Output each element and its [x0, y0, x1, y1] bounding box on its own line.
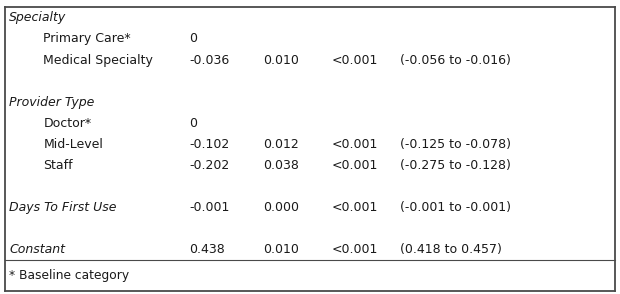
Text: Medical Specialty: Medical Specialty [43, 54, 153, 66]
Text: Constant: Constant [9, 243, 65, 256]
Text: (-0.275 to -0.128): (-0.275 to -0.128) [400, 159, 511, 172]
Text: (-0.056 to -0.016): (-0.056 to -0.016) [400, 54, 511, 66]
Text: Staff: Staff [43, 159, 73, 172]
Text: -0.036: -0.036 [189, 54, 229, 66]
Text: Specialty: Specialty [9, 11, 66, 24]
Text: -0.102: -0.102 [189, 138, 229, 151]
Text: * Baseline category: * Baseline category [9, 269, 130, 282]
Text: (-0.125 to -0.078): (-0.125 to -0.078) [400, 138, 511, 151]
Text: <0.001: <0.001 [332, 54, 378, 66]
Text: <0.001: <0.001 [332, 201, 378, 214]
Text: (0.418 to 0.457): (0.418 to 0.457) [400, 243, 502, 256]
Text: Mid-Level: Mid-Level [43, 138, 104, 151]
Text: <0.001: <0.001 [332, 159, 378, 172]
Text: Doctor*: Doctor* [43, 117, 92, 130]
Text: 0.038: 0.038 [264, 159, 299, 172]
Text: 0.000: 0.000 [264, 201, 299, 214]
Text: 0.438: 0.438 [189, 243, 225, 256]
Text: <0.001: <0.001 [332, 138, 378, 151]
Text: 0.012: 0.012 [264, 138, 299, 151]
Text: 0: 0 [189, 32, 197, 46]
Text: -0.202: -0.202 [189, 159, 229, 172]
Text: Provider Type: Provider Type [9, 96, 95, 109]
Text: (-0.001 to -0.001): (-0.001 to -0.001) [400, 201, 511, 214]
Text: Days To First Use: Days To First Use [9, 201, 117, 214]
Text: <0.001: <0.001 [332, 243, 378, 256]
Text: 0: 0 [189, 117, 197, 130]
Text: 0.010: 0.010 [264, 54, 299, 66]
Text: -0.001: -0.001 [189, 201, 229, 214]
Text: 0.010: 0.010 [264, 243, 299, 256]
Text: Primary Care*: Primary Care* [43, 32, 131, 46]
